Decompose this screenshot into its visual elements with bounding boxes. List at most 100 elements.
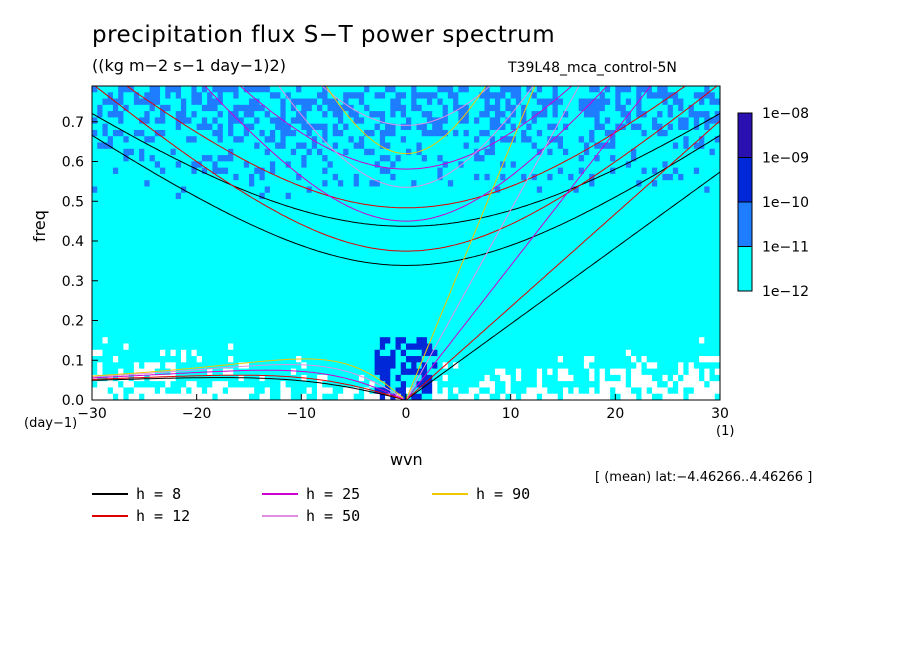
power-cell bbox=[400, 236, 407, 244]
power-cell bbox=[395, 337, 402, 345]
power-cell bbox=[280, 111, 287, 118]
power-cell bbox=[395, 230, 402, 238]
power-cell bbox=[615, 180, 622, 188]
power-cell bbox=[594, 324, 601, 332]
power-cell bbox=[301, 199, 308, 206]
power-cell bbox=[149, 136, 156, 144]
power-cell bbox=[228, 249, 234, 257]
power-cell bbox=[337, 318, 344, 326]
power-cell bbox=[594, 217, 601, 225]
power-cell bbox=[133, 92, 140, 100]
power-cell bbox=[714, 199, 720, 206]
power-cell bbox=[364, 268, 370, 275]
power-cell bbox=[426, 305, 433, 313]
power-cell bbox=[620, 286, 627, 294]
power-cell bbox=[641, 142, 648, 150]
power-cell bbox=[175, 211, 182, 219]
power-cell bbox=[421, 230, 428, 238]
power-cell bbox=[625, 180, 632, 188]
power-cell bbox=[515, 324, 522, 332]
power-cell bbox=[479, 305, 486, 313]
power-cell bbox=[589, 117, 595, 125]
power-cell bbox=[432, 230, 438, 238]
power-cell bbox=[526, 217, 533, 225]
power-cell bbox=[118, 249, 124, 257]
power-cell bbox=[474, 129, 480, 137]
power-cell bbox=[657, 136, 664, 144]
power-cell bbox=[348, 337, 355, 345]
power-cell bbox=[364, 111, 370, 118]
power-cell bbox=[348, 343, 355, 351]
power-cell bbox=[651, 230, 658, 238]
power-cell bbox=[400, 286, 407, 294]
power-cell bbox=[112, 268, 119, 275]
power-cell bbox=[259, 243, 266, 250]
power-cell bbox=[201, 224, 208, 232]
power-cell bbox=[526, 123, 533, 131]
power-cell bbox=[568, 205, 575, 213]
power-cell bbox=[573, 173, 580, 181]
power-cell bbox=[406, 255, 412, 263]
power-cell bbox=[505, 217, 512, 225]
power-cell bbox=[489, 236, 496, 244]
power-cell bbox=[379, 280, 386, 288]
power-cell bbox=[269, 205, 276, 213]
power-cell bbox=[311, 312, 318, 319]
power-cell bbox=[390, 330, 397, 338]
power-cell bbox=[636, 268, 643, 275]
power-cell bbox=[714, 318, 720, 326]
power-cell bbox=[165, 330, 172, 338]
power-cell bbox=[390, 305, 397, 313]
power-cell bbox=[92, 324, 98, 332]
power-cell bbox=[222, 86, 229, 93]
power-cell bbox=[238, 280, 245, 288]
power-cell bbox=[442, 205, 449, 213]
power-cell bbox=[510, 293, 517, 301]
power-cell bbox=[489, 255, 496, 263]
power-cell bbox=[474, 293, 480, 301]
power-cell bbox=[699, 167, 705, 175]
power-cell bbox=[610, 161, 616, 169]
power-cell bbox=[678, 286, 684, 294]
power-cell bbox=[285, 86, 292, 93]
power-cell bbox=[437, 236, 444, 244]
power-cell bbox=[207, 98, 213, 106]
power-cell bbox=[453, 337, 459, 345]
power-cell bbox=[552, 299, 559, 307]
power-cell bbox=[667, 180, 674, 188]
power-cell bbox=[311, 180, 318, 188]
power-cell bbox=[400, 243, 407, 250]
power-cell bbox=[484, 86, 491, 93]
power-cell bbox=[317, 286, 323, 294]
power-cell bbox=[651, 211, 658, 219]
power-cell bbox=[531, 129, 538, 137]
power-cell bbox=[578, 111, 585, 118]
power-cell bbox=[526, 330, 533, 338]
power-cell bbox=[683, 129, 690, 137]
power-cell bbox=[693, 136, 700, 144]
power-cell bbox=[306, 199, 313, 206]
power-cell bbox=[678, 161, 684, 169]
power-cell bbox=[123, 330, 130, 338]
power-cell bbox=[358, 92, 365, 100]
power-cell bbox=[594, 299, 601, 307]
power-cell bbox=[191, 148, 198, 156]
power-cell bbox=[651, 312, 658, 319]
power-cell bbox=[254, 312, 261, 319]
power-cell bbox=[453, 224, 459, 232]
power-cell bbox=[526, 167, 533, 175]
power-cell bbox=[453, 123, 459, 131]
power-cell bbox=[416, 104, 423, 112]
power-cell bbox=[678, 230, 684, 238]
power-cell bbox=[583, 243, 590, 250]
power-cell bbox=[625, 280, 632, 288]
power-cell bbox=[385, 173, 391, 181]
power-cell bbox=[416, 148, 423, 156]
power-cell bbox=[228, 330, 234, 338]
power-cell bbox=[620, 136, 627, 144]
power-cell bbox=[646, 330, 653, 338]
power-cell bbox=[704, 136, 711, 144]
power-cell bbox=[406, 286, 412, 294]
power-cell bbox=[353, 92, 360, 100]
power-cell bbox=[521, 98, 527, 106]
